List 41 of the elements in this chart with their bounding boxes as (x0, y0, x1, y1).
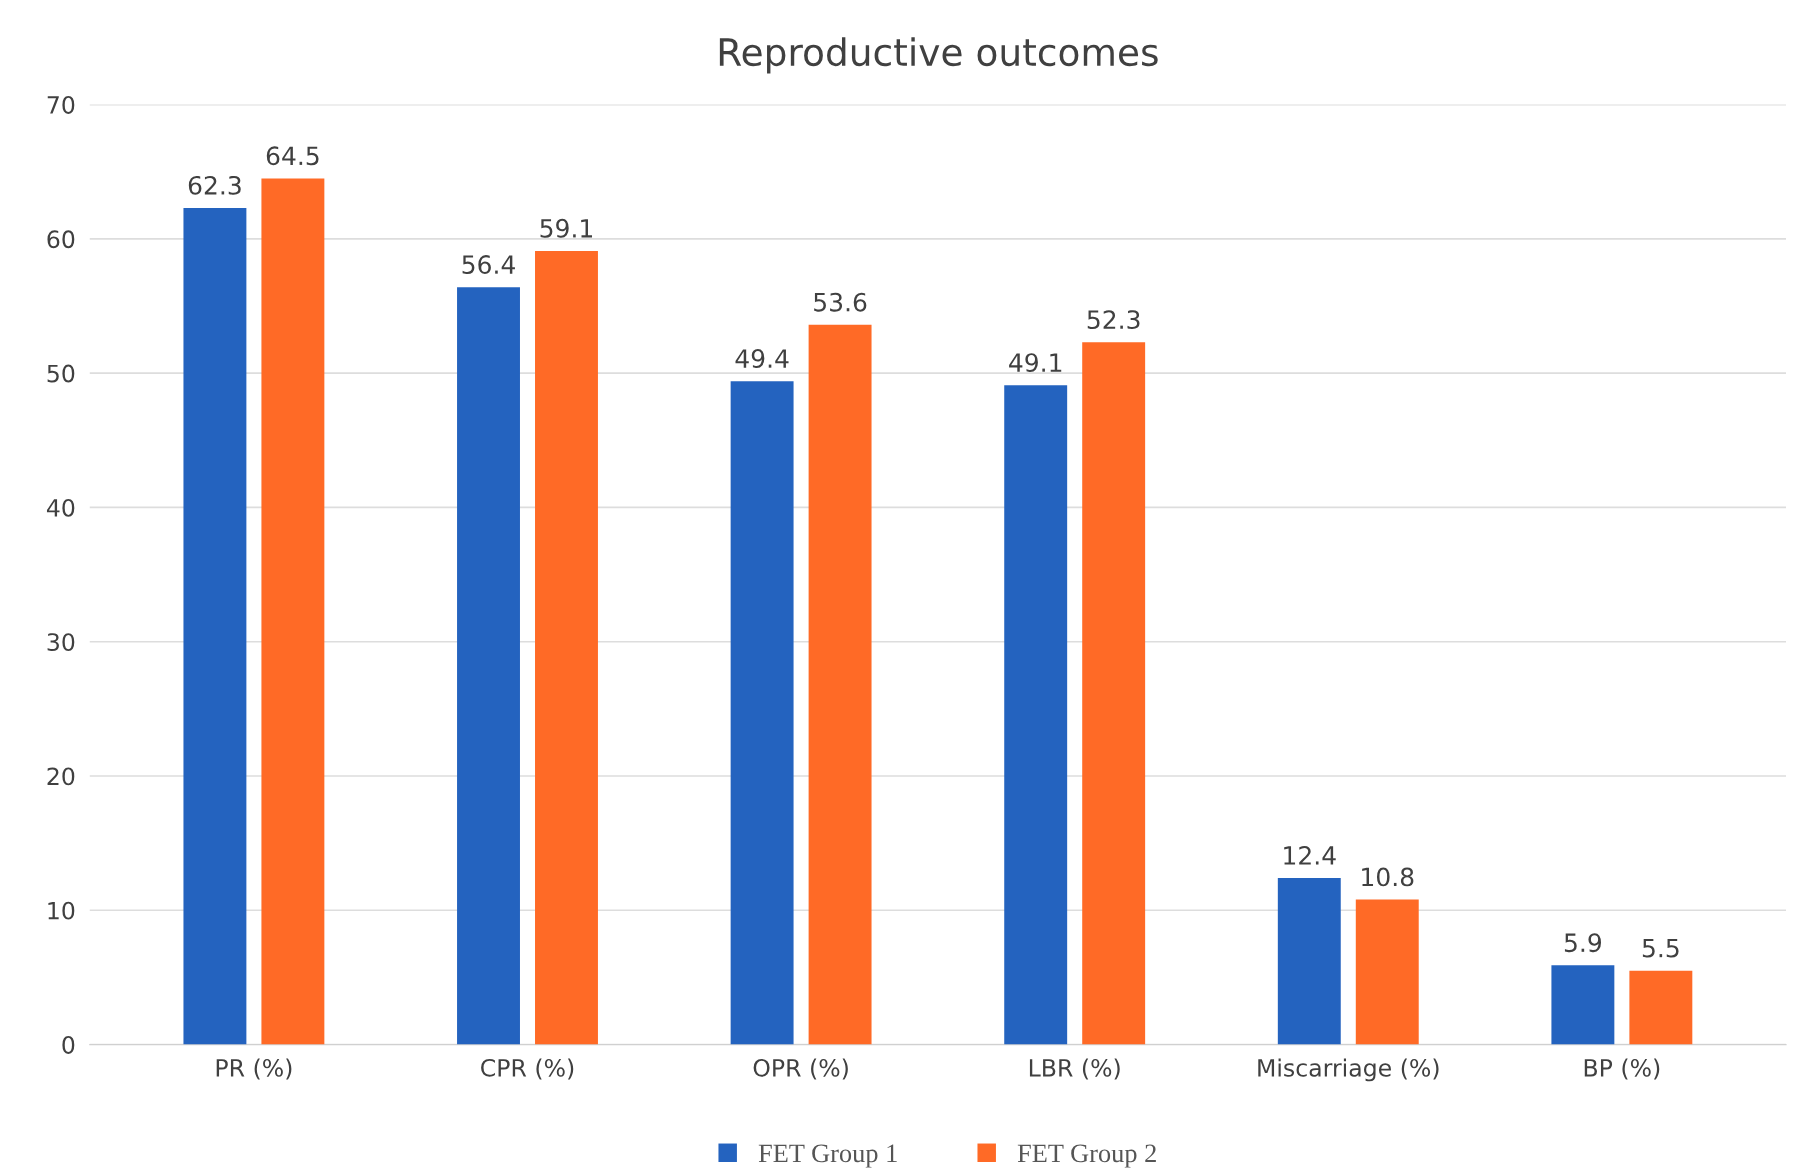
data-label: 49.1 (1009, 353, 1062, 373)
y-tick-label: 50 (47, 364, 75, 383)
bar (261, 178, 325, 1045)
bar (1277, 878, 1341, 1045)
data-label: 52.3 (1087, 310, 1140, 330)
y-tick-label: 20 (47, 767, 75, 786)
x-tick-label: CPR (%) (481, 1058, 574, 1080)
data-label: 49.4 (735, 349, 789, 369)
bar (1551, 965, 1615, 1045)
bar (1629, 970, 1693, 1045)
y-tick-label: 70 (47, 96, 75, 114)
data-label: 5.9 (1564, 933, 1601, 953)
data-label: 62.3 (188, 175, 241, 195)
x-tick-label: OPR (%) (753, 1058, 848, 1080)
x-tick-label: LBR (%) (1029, 1058, 1120, 1080)
data-label: 10.8 (1362, 867, 1414, 887)
bar (1004, 385, 1068, 1045)
data-label: 12.4 (1284, 845, 1336, 865)
x-tick-label: PR (%) (216, 1058, 292, 1080)
bar (808, 324, 872, 1045)
bar (1082, 342, 1146, 1045)
bar (730, 381, 794, 1045)
y-tick-label: 60 (47, 230, 75, 249)
bar (535, 250, 598, 1045)
data-label: 64.5 (266, 146, 319, 166)
data-label: 56.4 (462, 255, 515, 275)
y-tick-label: 0 (62, 1036, 75, 1054)
legend-label: FET Group 2 (1017, 1144, 1156, 1168)
x-tick-label: BP (%) (1584, 1058, 1660, 1080)
x-tick-label: Miscarriage (%) (1258, 1058, 1439, 1082)
data-label: 59.1 (540, 218, 593, 238)
bar (457, 287, 520, 1045)
legend-label: FET Group 1 (758, 1144, 897, 1168)
bar (183, 207, 247, 1045)
y-tick-label: 10 (48, 901, 75, 920)
bar (1355, 899, 1419, 1045)
data-label: 5.5 (1642, 938, 1679, 958)
data-label: 53.6 (814, 292, 867, 312)
y-tick-label: 30 (47, 633, 75, 652)
chart-title: Reproductive outcomes (719, 37, 1158, 74)
y-tick-label: 40 (46, 498, 75, 517)
